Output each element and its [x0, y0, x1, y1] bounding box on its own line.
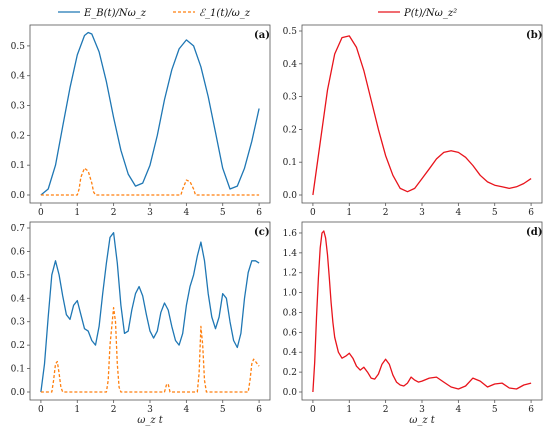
panel-d: 0 1 2 3 4 5 6 0.0 0.2 0.4 0.6 0.8 1.0 1.2 1.4 1.6 (d) ω… [283, 221, 543, 426]
panel-c: 0 1 2 3 4 5 6 0.0 0.1 0.2 0.3 0.4 0.5 0.6 0.7 (c) ω_z … [11, 221, 271, 426]
panel-c-xtick-label: 0 [38, 405, 44, 415]
panel-c-ytick-label: 0.5 [11, 271, 26, 281]
panel-b-xtick-label: 6 [528, 208, 534, 218]
panel-a-ytick-label: 0.4 [11, 72, 26, 82]
panel-a-series-eb [40, 31, 260, 196]
panel-c-xtick-label: 4 [183, 405, 189, 415]
panel-a: 0 1 2 3 4 5 6 0.0 0.1 0.2 0.3 0.4 0.5 (a) [11, 24, 271, 218]
panel-c-xtick-label: 6 [256, 405, 262, 415]
panel-d-xtick-label: 6 [528, 405, 534, 415]
panel-c-ytick-label: 0.2 [11, 341, 25, 351]
panel-c-ytick-label: 0.1 [11, 365, 25, 375]
panel-b-series-p [312, 35, 532, 196]
panel-b-ytick-label: 0.2 [283, 125, 297, 135]
panel-a-series-e1 [40, 167, 260, 196]
panel-d-xtick-label: 3 [419, 405, 425, 415]
panel-b-frame [301, 24, 543, 204]
panel-d-xlabel: ω_z t [409, 415, 436, 426]
panel-d-xtick-label: 2 [383, 405, 389, 415]
panel-b-xtick-label: 4 [455, 208, 461, 218]
panel-d-ytick-label: 1.0 [283, 289, 298, 299]
panel-b: 0 1 2 3 4 5 6 0.0 0.1 0.2 0.3 0.4 0.5 (b) [283, 24, 543, 218]
panel-c-xtick-label: 2 [111, 405, 117, 415]
panel-b-xtick-label: 2 [383, 208, 389, 218]
panel-c-ytick-label: 0.3 [11, 318, 26, 328]
panel-c-ytick-label: 0.7 [11, 224, 26, 234]
panel-d-xtick-label: 0 [310, 405, 316, 415]
panel-b-xtick-label: 0 [310, 208, 316, 218]
panel-c-ytick-label: 0.4 [11, 294, 26, 304]
panel-d-frame [301, 221, 543, 401]
panel-b-ytick-label: 0.1 [283, 158, 297, 168]
panel-a-ytick-label: 0.0 [11, 191, 26, 201]
panel-a-plot: 0 1 2 3 4 5 6 0.0 0.1 0.2 0.3 0.4 0.5 [11, 31, 262, 218]
panel-d-ytick-label: 1.6 [283, 229, 298, 239]
panel-b-ytick-label: 0.0 [283, 191, 298, 201]
panel-c-plot: 0 1 2 3 4 5 6 0.0 0.1 0.2 0.3 0.4 0.5 0.6 0.7 [11, 224, 263, 415]
panel-a-frame [29, 24, 271, 204]
panel-d-xtick-label: 1 [346, 405, 352, 415]
panel-d-ytick-label: 1.4 [283, 249, 298, 259]
panel-d-series-p [312, 230, 532, 393]
panel-d-xtick-label: 4 [455, 405, 461, 415]
panel-d-ytick-label: 0.4 [283, 348, 298, 358]
panel-a-ytick-label: 0.1 [11, 161, 25, 171]
panel-c-label: (c) [254, 227, 270, 238]
legend: E_B(t)/Nω_z ℰ_1(t)/ω_z P(t)/Nω_z² [58, 8, 457, 19]
panel-c-ytick-label: 0.6 [11, 247, 26, 257]
legend-p-label: P(t)/Nω_z² [403, 8, 457, 19]
panel-c-xlabel: ω_z t [137, 415, 164, 426]
panel-b-ytick-label: 0.5 [283, 27, 298, 37]
panel-a-ytick-label: 0.3 [11, 102, 26, 112]
panel-b-ytick-label: 0.4 [283, 60, 298, 70]
panel-a-label: (a) [254, 30, 270, 41]
panel-b-plot: 0 1 2 3 4 5 6 0.0 0.1 0.2 0.3 0.4 0.5 [283, 27, 535, 218]
panel-c-series-e1 [40, 307, 260, 393]
panel-d-ytick-label: 0.6 [283, 328, 298, 338]
panel-d-ytick-label: 0.2 [283, 368, 297, 378]
panel-a-xtick-label: 2 [111, 208, 117, 218]
panel-d-ytick-label: 0.8 [283, 308, 298, 318]
panel-c-ytick-label: 0.0 [11, 388, 26, 398]
panel-a-ytick-label: 0.5 [11, 42, 26, 52]
panel-c-xtick-label: 1 [74, 405, 80, 415]
panel-d-plot: 0 1 2 3 4 5 6 0.0 0.2 0.4 0.6 0.8 1.0 1.2 1.4 1.6 [283, 229, 535, 415]
panel-d-xtick-label: 5 [492, 405, 498, 415]
panel-c-xtick-label: 3 [147, 405, 153, 415]
legend-eb-label: E_B(t)/Nω_z [83, 8, 147, 19]
panel-a-xtick-label: 1 [74, 208, 80, 218]
panel-d-ytick-label: 0.0 [283, 388, 298, 398]
panel-c-xtick-label: 5 [220, 405, 226, 415]
panel-d-ytick-label: 1.2 [283, 269, 297, 279]
panel-a-ytick-label: 0.2 [11, 131, 25, 141]
panel-b-ytick-label: 0.3 [283, 93, 298, 103]
panel-a-xtick-label: 3 [147, 208, 153, 218]
panel-b-xtick-label: 5 [492, 208, 498, 218]
panel-c-series-eb [40, 232, 260, 393]
legend-e1-label: ℰ_1(t)/ω_z [199, 8, 251, 19]
panel-a-xtick-label: 4 [183, 208, 189, 218]
panel-a-xtick-label: 6 [256, 208, 262, 218]
panel-a-xtick-label: 5 [220, 208, 226, 218]
panel-b-label: (b) [526, 30, 542, 41]
panel-d-label: (d) [526, 227, 542, 238]
panel-b-xtick-label: 3 [419, 208, 425, 218]
panel-a-xtick-label: 0 [38, 208, 44, 218]
panel-b-xtick-label: 1 [346, 208, 352, 218]
